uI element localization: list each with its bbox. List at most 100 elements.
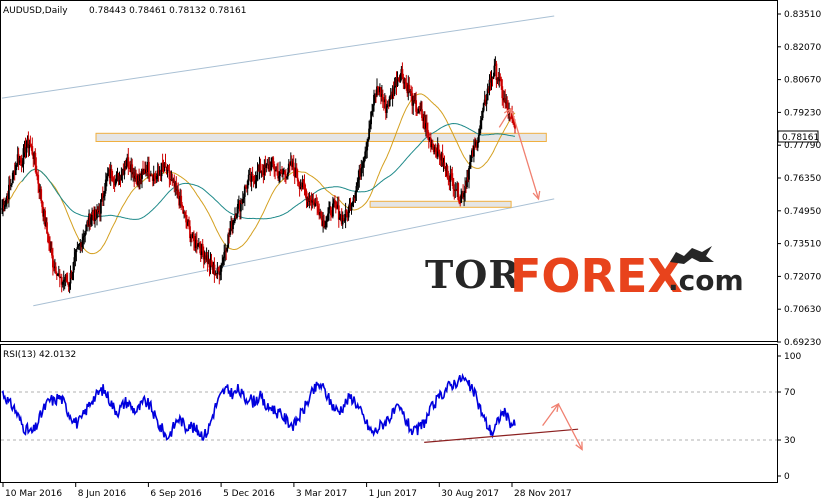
candle-body <box>259 163 262 172</box>
channel-lines <box>1 15 555 307</box>
candle-body <box>105 176 108 180</box>
candle-body <box>267 164 270 170</box>
candle-body <box>269 164 272 171</box>
candle-body <box>39 189 42 193</box>
candle-body <box>213 264 216 275</box>
candle-body <box>78 244 81 246</box>
candle-body <box>132 172 135 175</box>
candle-body <box>506 102 509 109</box>
rsi-tick-label: 70 <box>784 388 796 398</box>
price-panel-ohlc: 0.78443 0.78461 0.78132 0.78161 <box>89 6 246 16</box>
candle-body <box>126 157 129 166</box>
candle-body <box>136 177 138 185</box>
candle-body <box>398 78 401 82</box>
candle-body <box>376 86 378 96</box>
candle-body <box>404 79 407 83</box>
candle-body <box>10 183 13 185</box>
candle-body <box>490 78 493 83</box>
candle-body <box>292 162 295 171</box>
candle-body <box>375 94 377 96</box>
candle-body <box>326 218 328 222</box>
candle-body <box>442 162 445 167</box>
candle-body <box>514 124 516 129</box>
candle-body <box>206 255 209 264</box>
candle-body <box>52 255 54 268</box>
candle-body <box>129 168 132 172</box>
candle-body <box>374 94 376 96</box>
candle-body <box>425 123 427 129</box>
candle-body <box>406 83 409 94</box>
candle-body <box>489 79 492 83</box>
candle-body <box>474 145 476 147</box>
candle-body <box>440 153 443 161</box>
candle-body <box>441 153 444 167</box>
price-tick-label: 0.76350 <box>784 174 821 184</box>
candle-body <box>403 79 406 84</box>
candle-body <box>396 78 399 86</box>
candle-body <box>48 242 50 243</box>
candle-body <box>290 161 293 167</box>
candle-body <box>233 221 235 222</box>
channel-lower-line <box>33 198 555 307</box>
candle-body <box>167 166 170 171</box>
candle-body <box>114 179 117 186</box>
candle-body <box>122 170 125 175</box>
candle-body <box>115 174 118 180</box>
candle-body <box>217 268 220 271</box>
candle-body <box>134 175 136 179</box>
candle-body <box>192 233 194 239</box>
candle-body <box>216 268 219 274</box>
candle-body <box>409 91 412 93</box>
candle-body <box>146 169 148 172</box>
candle-body <box>469 162 471 169</box>
time-tick-label: 1 Jun 2017 <box>369 489 417 499</box>
candle-body <box>104 179 107 191</box>
candle-body <box>298 183 301 189</box>
candle-body <box>477 135 480 142</box>
candle-body <box>456 183 459 191</box>
candle-body <box>464 185 466 193</box>
candle-body <box>127 157 130 168</box>
candle-body <box>304 188 307 192</box>
candle-body <box>151 175 154 181</box>
candle-body <box>325 221 327 226</box>
candle-body <box>511 114 513 119</box>
candle-body <box>390 94 393 99</box>
candle-body <box>321 216 323 226</box>
candle-body <box>385 105 388 113</box>
candle-body <box>436 144 439 157</box>
candle-body <box>184 211 186 215</box>
candle-body <box>96 210 98 219</box>
candle-body <box>358 169 361 180</box>
candle-body <box>240 203 242 212</box>
candle-body <box>137 175 139 185</box>
candle-body <box>314 202 317 207</box>
candle-body <box>334 200 336 202</box>
candle-body <box>388 96 391 107</box>
candle-body <box>9 185 12 186</box>
candle-body <box>221 264 224 265</box>
candle-body <box>30 144 33 147</box>
candle-body <box>245 187 248 189</box>
candle-body <box>313 200 316 207</box>
candle-body <box>303 182 306 188</box>
candle-body <box>86 221 89 225</box>
candle-body <box>157 170 160 176</box>
candle-body <box>239 201 241 212</box>
candle-body <box>34 152 37 166</box>
candle-body <box>211 265 214 270</box>
candle-body <box>481 110 484 118</box>
candle-body <box>454 189 457 191</box>
candle-body <box>295 167 298 178</box>
candle-body <box>380 87 382 97</box>
price-forecast-arrow <box>510 108 541 201</box>
logo-text-forex: FOREX <box>510 249 683 303</box>
candle-body <box>25 146 28 153</box>
candle-body <box>101 193 104 198</box>
price-tick-label: 0.70630 <box>784 305 821 315</box>
candle-body <box>102 196 105 198</box>
candle-body <box>372 105 374 112</box>
candle-body <box>178 197 181 206</box>
candle-body <box>370 111 372 125</box>
